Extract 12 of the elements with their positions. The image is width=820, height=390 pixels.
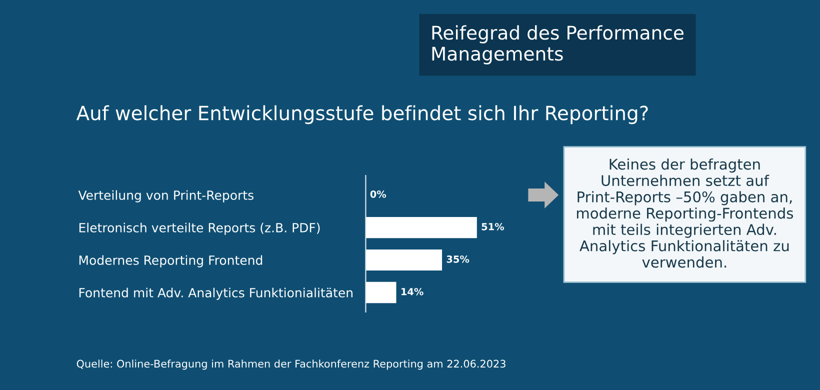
- data-label: 51%: [482, 222, 504, 230]
- y-tick-label: Fontend mit Adv. Analytics Funktionialitäten: [79, 288, 352, 300]
- text: Keines der befragten Unternehmen setzt auf Print-Reports –50% gaben an, moderne Reporting-Frontends mit teils integrierten Adv. Analytics Funktionalitäten zu verwenden.: [576, 158, 794, 268]
- source-note: Quelle: Online-Befragung im Rahmen der Fachkonferenz Reporting am 22.06.2023: [76, 360, 506, 370]
- chart-subtitle: Auf welcher Entwicklungsstufe befindet sich Ihr Reporting?: [76, 105, 648, 124]
- data-label: 14%: [402, 288, 424, 296]
- y-tick-label: Modernes Reporting Frontend: [79, 255, 262, 268]
- data-label: 0%: [370, 190, 386, 198]
- text: Reifegrad des Performance Managements: [432, 25, 684, 64]
- y-tick-label: Verteilung von Print-Reports: [78, 190, 254, 202]
- y-tick-label: Eletronisch verteilte Reports (z.B. PDF): [79, 222, 320, 235]
- data-label: 35%: [446, 255, 470, 263]
